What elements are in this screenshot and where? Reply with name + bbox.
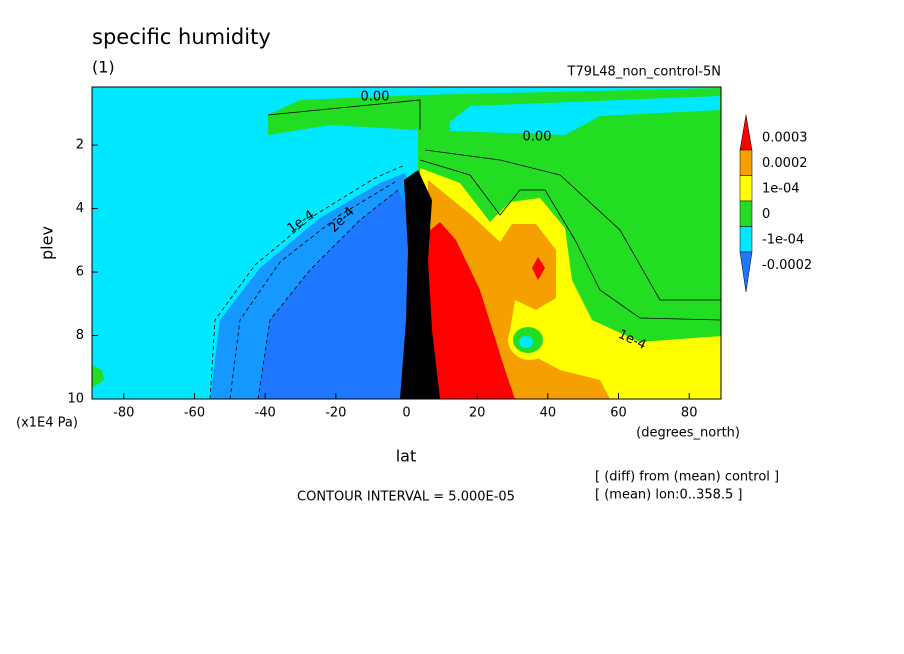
y-axis-unit: (x1E4 Pa) (16, 416, 78, 431)
contour-lines (209, 99, 721, 399)
colorbar-label: 1e-04 (762, 182, 800, 197)
y-tick-label: 8 (76, 328, 84, 343)
contour-interval: CONTOUR INTERVAL = 5.000E-05 (297, 490, 515, 505)
note: [ (mean) lon:0..358.5 ] (595, 488, 743, 503)
y-tick-label: 6 (76, 265, 84, 280)
dense-contours (400, 170, 440, 399)
run-label: T79L48_non_control-5N (567, 65, 721, 80)
colorbar-cell (739, 114, 753, 151)
note: [ (diff) from (mean) control ] (595, 470, 779, 485)
colorbar-label: 0.0003 (762, 131, 808, 146)
region (258, 190, 410, 399)
colorbar-label: -1e-04 (762, 233, 804, 248)
chart-title: specific humidity (92, 25, 271, 49)
colorbar-label: 0.0002 (762, 156, 808, 171)
x-tick-label: -60 (184, 406, 205, 421)
plot-area: 0.00 0.00 1e-4 2e-4 1e-4 (91, 86, 722, 400)
region (92, 365, 104, 388)
y-tick-label: 10 (67, 392, 84, 407)
contour-label: 0.00 (361, 90, 390, 105)
x-tick-label: 60 (610, 406, 627, 421)
region (425, 222, 515, 399)
x-tick-label: -80 (113, 406, 134, 421)
region (519, 336, 533, 348)
x-tick-label: 0 (402, 406, 410, 421)
x-tick-label: -20 (325, 406, 346, 421)
y-axis-label: plev (38, 226, 57, 260)
x-tick-label: 40 (540, 406, 557, 421)
subtitle: (1) (92, 58, 115, 77)
x-tick-label: -40 (255, 406, 276, 421)
colorbar-label: 0 (762, 207, 770, 222)
x-axis-unit: (degrees_north) (636, 426, 740, 441)
contour-label: 0.00 (523, 130, 552, 145)
x-tick-label: 80 (681, 406, 698, 421)
x-axis-label: lat (396, 447, 417, 466)
region (532, 257, 545, 280)
x-tick-label: 20 (469, 406, 486, 421)
region (450, 96, 720, 135)
colorbar-label: -0.0002 (762, 258, 812, 273)
colorbar-cell (739, 175, 753, 202)
colorbar-cell (739, 200, 753, 227)
y-tick-label: 4 (76, 201, 84, 216)
colorbar-cell (739, 149, 753, 176)
y-tick-label: 2 (76, 138, 84, 153)
colorbar-cell (739, 251, 753, 293)
colorbar-cell (739, 226, 753, 253)
